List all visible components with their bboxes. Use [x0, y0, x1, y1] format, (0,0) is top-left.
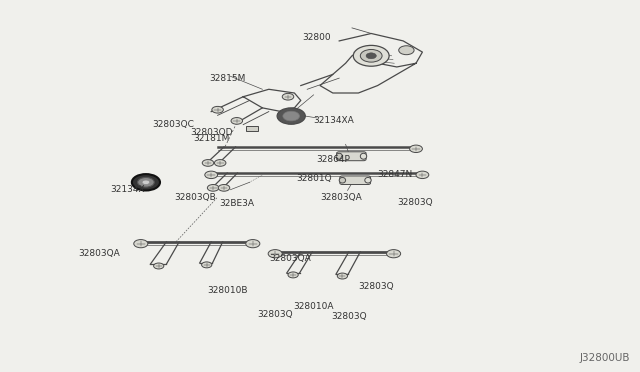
- Circle shape: [205, 171, 218, 179]
- Circle shape: [387, 250, 401, 258]
- Circle shape: [268, 250, 282, 258]
- Circle shape: [214, 160, 226, 166]
- Text: 328010A: 328010A: [293, 302, 334, 311]
- Circle shape: [366, 53, 376, 59]
- Circle shape: [231, 118, 243, 124]
- Text: 32181M: 32181M: [193, 134, 229, 143]
- FancyBboxPatch shape: [246, 126, 258, 131]
- Ellipse shape: [339, 177, 346, 183]
- FancyBboxPatch shape: [340, 176, 371, 185]
- Circle shape: [416, 171, 429, 179]
- Text: 32803Q: 32803Q: [358, 282, 394, 291]
- FancyBboxPatch shape: [337, 152, 366, 161]
- Ellipse shape: [336, 153, 342, 159]
- Circle shape: [410, 145, 422, 153]
- Circle shape: [288, 272, 298, 278]
- Circle shape: [142, 180, 150, 185]
- Text: 32803Q: 32803Q: [257, 310, 293, 319]
- Text: 32803QD: 32803QD: [190, 128, 232, 137]
- Text: 32134XA: 32134XA: [314, 116, 355, 125]
- Text: 328010B: 328010B: [207, 286, 248, 295]
- Circle shape: [202, 160, 214, 166]
- Ellipse shape: [365, 177, 371, 183]
- Text: 32847N: 32847N: [378, 170, 413, 179]
- Circle shape: [218, 185, 230, 191]
- Circle shape: [132, 174, 160, 190]
- Text: 32864P: 32864P: [316, 155, 349, 164]
- Text: 32134X: 32134X: [111, 185, 145, 194]
- Ellipse shape: [360, 153, 367, 159]
- Circle shape: [246, 240, 260, 248]
- Circle shape: [212, 106, 223, 113]
- Circle shape: [399, 46, 414, 55]
- Text: 32815M: 32815M: [209, 74, 245, 83]
- Text: 32803Q: 32803Q: [397, 198, 433, 207]
- Circle shape: [282, 93, 294, 100]
- Circle shape: [134, 240, 148, 248]
- Circle shape: [283, 111, 300, 121]
- Text: 32803QA: 32803QA: [320, 193, 362, 202]
- Circle shape: [360, 49, 382, 62]
- Circle shape: [138, 177, 154, 187]
- Text: 32800: 32800: [303, 33, 331, 42]
- Text: 32801Q: 32801Q: [296, 174, 332, 183]
- Text: J32800UB: J32800UB: [580, 353, 630, 363]
- Text: 32803QB: 32803QB: [174, 193, 216, 202]
- Circle shape: [202, 262, 212, 268]
- Circle shape: [154, 263, 164, 269]
- Text: 32803QA: 32803QA: [78, 249, 120, 258]
- Circle shape: [337, 273, 348, 279]
- Circle shape: [353, 45, 389, 66]
- Text: 32803QC: 32803QC: [152, 120, 194, 129]
- Text: 32BE3A: 32BE3A: [220, 199, 254, 208]
- Text: 32803Q: 32803Q: [331, 312, 367, 321]
- Circle shape: [277, 108, 305, 124]
- Text: 32803QA: 32803QA: [269, 254, 310, 263]
- Circle shape: [207, 185, 219, 191]
